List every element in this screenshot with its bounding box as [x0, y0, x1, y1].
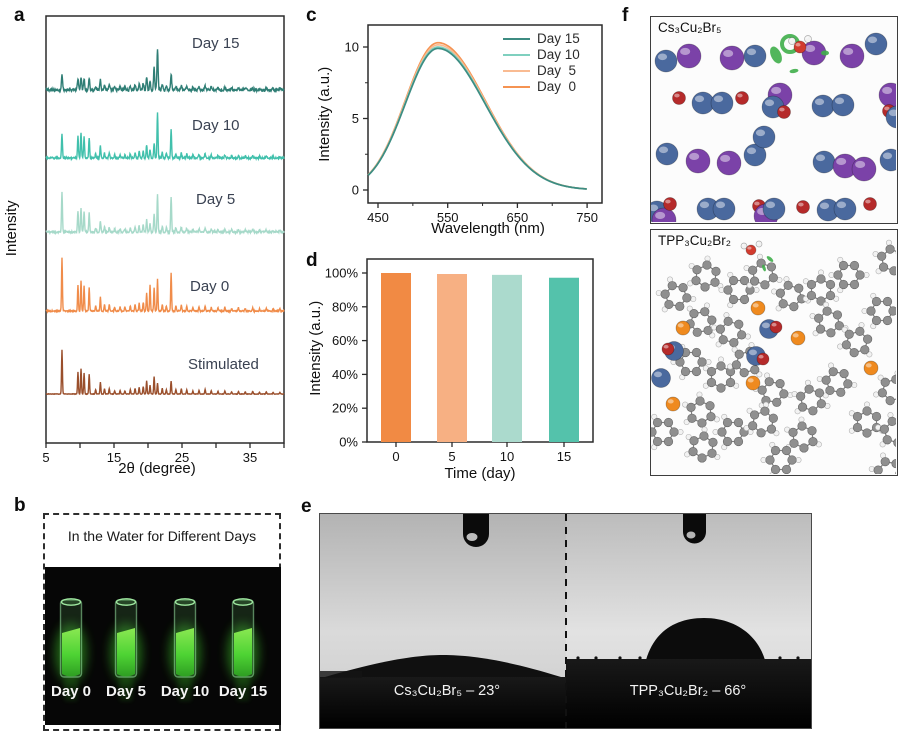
legend-swatch [503, 85, 530, 89]
xrd-trace [45, 257, 285, 315]
panel-c-label: c [306, 5, 317, 26]
water-molecule [740, 240, 774, 272]
legend-item: Day 15 [503, 31, 580, 47]
pl-legend: Day 15 Day 10 Day 5 Day 0 [503, 31, 580, 95]
pl-x-axis-title: Wavelength (nm) [431, 220, 545, 237]
water-stability-title: In the Water for Different Days [67, 528, 257, 544]
contact-angle-right-caption: TPP₃Cu₂Br₂ – 66° [629, 683, 747, 699]
xrd-trace [45, 112, 285, 162]
contact-angle-scene [320, 514, 811, 728]
svg-text:650: 650 [507, 210, 529, 225]
xrd-trace [45, 49, 285, 94]
trace-label-day10: Day 10 [192, 117, 240, 134]
xrd-trace [45, 191, 285, 236]
contact-angle-graphic [320, 514, 811, 728]
pl-plot: 450 550 650 750 0 5 10 [345, 24, 603, 225]
structure-box-cs3cu2br5: Cs₃Cu₂Br₅ [650, 16, 898, 224]
svg-text:550: 550 [437, 210, 459, 225]
trace-label-day5: Day 5 [196, 191, 236, 208]
svg-text:40%: 40% [332, 367, 358, 382]
structure-title-tpp3cu2br2: TPP₃Cu₂Br₂ [658, 233, 731, 248]
vial [169, 598, 201, 701]
legend-swatch [503, 37, 530, 41]
intensity-bar-chart: 0 5 10 15 0% 20% 40% 60% 80% 100% [325, 258, 594, 464]
legend-label: Day 0 [537, 79, 577, 95]
contact-angle-photo [319, 513, 812, 729]
legend-label: Day 10 [537, 47, 580, 63]
panel-a-label: a [14, 5, 25, 26]
trace-label-day15: Day 15 [192, 35, 240, 52]
svg-text:60%: 60% [332, 333, 358, 348]
legend-swatch [503, 53, 530, 57]
bar-x-axis-title: Time (day) [444, 465, 516, 482]
svg-text:750: 750 [576, 210, 598, 225]
vial-label: Day 15 [218, 683, 268, 700]
xrd-chart: 5 15 25 35 [42, 15, 285, 465]
svg-text:10: 10 [500, 449, 514, 464]
bar [492, 274, 522, 442]
legend-label: Day 5 [537, 63, 577, 79]
svg-text:100%: 100% [325, 266, 359, 281]
heteroatoms [651, 300, 879, 412]
pl-curves [367, 41, 587, 190]
legend-item: Day 0 [503, 79, 580, 95]
xrd-traces [45, 49, 285, 396]
vial [110, 598, 142, 701]
svg-text:35: 35 [243, 450, 257, 465]
svg-text:5: 5 [352, 111, 359, 126]
svg-text:5: 5 [42, 450, 49, 465]
tpp3cu2br2-structure [651, 239, 896, 474]
svg-text:0: 0 [352, 183, 359, 198]
svg-text:0: 0 [392, 449, 399, 464]
panel-f-label: f [622, 5, 629, 26]
structure-box-tpp3cu2br2: TPP₃Cu₂Br₂ [650, 229, 898, 476]
vial-label: Day 5 [105, 683, 147, 700]
svg-text:25: 25 [175, 450, 189, 465]
svg-text:10: 10 [345, 40, 359, 55]
panel-b-label: b [14, 495, 26, 516]
legend-item: Day 10 [503, 47, 580, 63]
bar-plot: 0 5 10 15 0% 20% 40% 60% 80% 100% [325, 258, 594, 464]
svg-text:5: 5 [448, 449, 455, 464]
legend-swatch [503, 69, 530, 73]
legend-label: Day 15 [537, 31, 580, 47]
trace-label-stimulated: Stimulated [188, 356, 259, 373]
bar [381, 273, 411, 442]
svg-text:0%: 0% [339, 435, 358, 450]
xrd-y-axis-title: Intensity [2, 200, 20, 257]
vials-graphic [55, 598, 259, 701]
structure-title-cs3cu2br5: Cs₃Cu₂Br₅ [658, 20, 722, 35]
legend-item: Day 5 [503, 63, 580, 79]
bar [549, 277, 579, 442]
xrd-x-axis-title: 2θ (degree) [118, 460, 196, 477]
svg-text:15: 15 [107, 450, 121, 465]
bar-y-axis-title: Intensity (a.u.) [306, 300, 324, 396]
vials-photo [45, 567, 281, 725]
svg-text:20%: 20% [332, 401, 358, 416]
vial [55, 598, 87, 701]
pl-spectra-chart: 450 550 650 750 0 5 10 [345, 24, 603, 225]
vial-label: Day 10 [160, 683, 210, 700]
panel-d-label: d [306, 250, 318, 271]
trace-label-day0: Day 0 [190, 278, 230, 295]
pl-y-axis-title: Intensity (a.u.) [315, 66, 333, 162]
cs3cu2br5-structure [651, 32, 896, 222]
svg-text:80%: 80% [332, 299, 358, 314]
contact-angle-left-caption: Cs₃Cu₂Br₅ – 23° [393, 683, 501, 699]
vial [227, 598, 259, 701]
svg-text:15: 15 [557, 449, 571, 464]
water-molecule [770, 34, 829, 74]
panel-e-label: e [301, 496, 312, 517]
svg-text:450: 450 [367, 210, 389, 225]
bar [437, 274, 467, 442]
pl-curve [367, 47, 587, 190]
xrd-plot: 5 15 25 35 [42, 15, 285, 465]
phenyl-rings [651, 239, 896, 474]
xrd-trace [45, 349, 285, 396]
cs3cu2br5-atoms [651, 32, 896, 222]
vial-label: Day 0 [50, 683, 92, 700]
